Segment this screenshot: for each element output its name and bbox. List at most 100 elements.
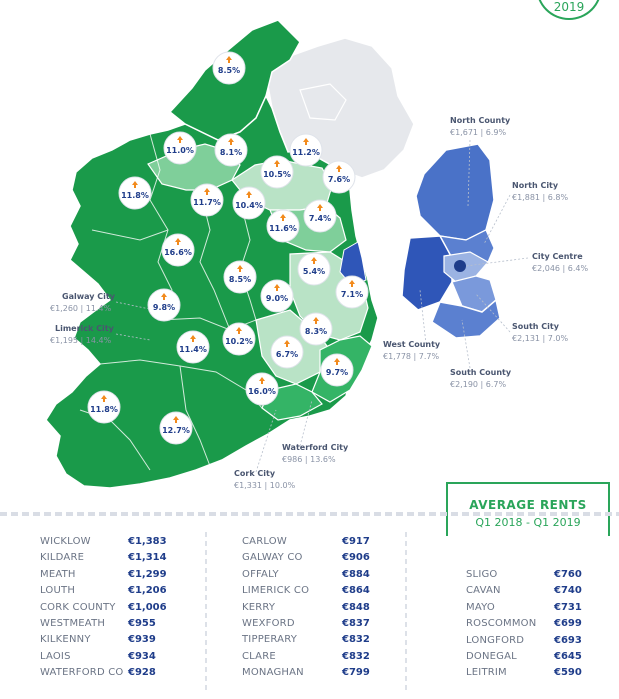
bubble-percentage: 11.8% (121, 191, 149, 200)
county-name: KILDARE (40, 552, 85, 564)
county-rent: €1,314 (128, 552, 167, 564)
bubbles-layer: 8.5% 11.0% 8.1% 11.2% 10.5% 7.6% 11.8% 11.7% 10.… (87, 51, 369, 445)
bubble-circle (322, 160, 356, 194)
bubble-circle (190, 183, 224, 217)
bubble-circle (87, 390, 121, 424)
county-name: DONEGAL (466, 651, 517, 662)
county-rent: €832 (342, 634, 370, 646)
bubble-circle (163, 131, 197, 165)
county-rent: €693 (554, 634, 582, 646)
growth-bubble: 16.0% (245, 372, 279, 406)
bubble-percentage: 7.4% (309, 214, 331, 223)
county-rent: €1,206 (128, 585, 167, 597)
galway-city-label: Galway City (62, 292, 115, 301)
bubble-percentage: 16.0% (248, 387, 276, 396)
growth-bubble: 10.4% (232, 186, 266, 220)
arrow-up-icon (336, 165, 342, 172)
county-name: LIMERICK CO (242, 585, 310, 597)
arrow-up-icon (236, 327, 242, 334)
growth-bubble: 9.7% (320, 353, 354, 387)
growth-bubble: 16.6% (161, 233, 195, 267)
bubble-percentage: 5.4% (303, 267, 325, 276)
bubble-percentage: 10.2% (225, 337, 253, 346)
county-rent: €917 (342, 536, 370, 547)
ireland-map: 8.5% 11.0% 8.1% 11.2% 10.5% 7.6% 11.8% 11.7% 10.… (45, 19, 529, 489)
bubble-percentage: 11.2% (292, 148, 320, 157)
growth-bubble: 10.5% (260, 155, 294, 189)
north-county-dublin-region (415, 143, 495, 241)
county-rent: €934 (128, 650, 156, 662)
bubble-percentage: 16.6% (164, 248, 192, 257)
county-name: KILKENNY (40, 634, 91, 646)
growth-bubble: 9.8% (147, 288, 181, 322)
county-rent: €832 (342, 650, 370, 662)
county-rent: €731 (554, 601, 582, 613)
west-county-value: €1,778 | 7.7% (383, 352, 440, 361)
bubble-percentage: 8.3% (305, 327, 327, 336)
arrow-up-icon (334, 358, 340, 365)
county-rent: €590 (554, 667, 582, 679)
growth-bubble: 5.4% (297, 252, 331, 286)
bubble-circle (118, 176, 152, 210)
cork-city-label: Cork City (234, 469, 276, 478)
county-rent: €939 (128, 634, 156, 646)
arrow-up-icon (303, 138, 309, 145)
county-name: LEITRIM (466, 667, 507, 679)
bubble-percentage: 11.8% (90, 405, 118, 414)
county-name: TIPPERARY (242, 634, 298, 646)
bubble-percentage: 9.0% (266, 294, 288, 303)
growth-bubble: 11.0% (163, 131, 197, 165)
bubble-circle (303, 199, 337, 233)
county-rent: €699 (554, 618, 582, 630)
county-rent: €906 (342, 552, 370, 564)
county-rent: €1,006 (128, 601, 167, 613)
arrow-up-icon (274, 284, 280, 291)
bubble-percentage: 11.7% (193, 198, 221, 207)
arrow-up-icon (311, 257, 317, 264)
south-county-label: South County (450, 368, 512, 377)
county-name: LAOIS (40, 650, 71, 662)
bubble-circle (266, 209, 300, 243)
county-name: CARLOW (242, 536, 287, 547)
bubble-circle (297, 252, 331, 286)
arrow-up-icon (237, 265, 243, 272)
county-name: CLARE (242, 650, 276, 662)
county-name: LOUTH (40, 585, 76, 597)
arrow-up-icon (284, 340, 290, 347)
bubble-percentage: 12.7% (162, 426, 190, 435)
county-rent: €955 (128, 618, 156, 629)
arrow-up-icon (132, 181, 138, 188)
growth-bubble: 8.1% (214, 133, 248, 167)
leader-lines (115, 139, 529, 473)
south-city-value: €2,131 | 7.0% (512, 334, 569, 343)
growth-bubble: 11.4% (176, 330, 210, 364)
waterford-city-value: €986 | 13.6% (282, 455, 336, 464)
south-county-value: €2,190 | 6.7% (450, 380, 507, 389)
dublin-centre-dot (454, 260, 466, 272)
arrow-up-icon (190, 335, 196, 342)
growth-bubble: 11.8% (118, 176, 152, 210)
bubble-circle (161, 233, 195, 267)
county-rent: €645 (554, 651, 582, 662)
bubble-percentage: 8.5% (229, 275, 251, 284)
arrow-up-icon (228, 138, 234, 145)
north-county-value: €1,671 | 6.9% (450, 128, 507, 137)
bubble-circle (223, 260, 257, 294)
county-name: KERRY (242, 601, 276, 613)
county-rent: €848 (342, 601, 370, 613)
county-rent: €740 (554, 585, 582, 597)
arrow-up-icon (317, 204, 323, 211)
bubble-circle (176, 330, 210, 364)
bubble-percentage: 10.4% (235, 201, 263, 210)
county-name: GALWAY CO (242, 552, 303, 564)
growth-bubble: 9.0% (260, 279, 294, 313)
galway-city-value: €1,260 | 11.4% (50, 304, 112, 313)
bubble-circle (159, 411, 193, 445)
county-rent: €884 (342, 568, 370, 580)
bubble-circle (214, 133, 248, 167)
bubble-circle (222, 322, 256, 356)
county-name: SLIGO (466, 569, 498, 580)
waterford-city-label: Waterford City (282, 443, 349, 452)
cork-city-value: €1,331 | 10.0% (234, 481, 296, 490)
arrow-up-icon (313, 317, 319, 324)
